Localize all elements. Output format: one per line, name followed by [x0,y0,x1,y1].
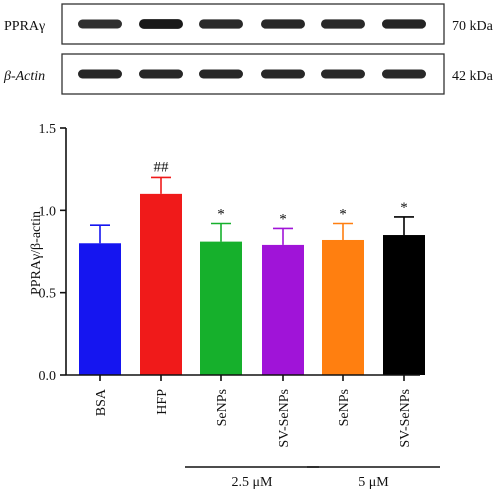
x-tick-label: SV-SeNPs [277,389,292,448]
blot-band [139,19,183,29]
group-label: 2.5 μM [232,475,274,490]
y-axis-ticks: 0.0 0.5 1.0 1.5 [39,122,66,384]
y-tick-label: 0.0 [39,369,57,384]
blot-panel-actin [61,53,445,95]
blot-band [139,69,183,79]
bar-chart: PPRAγ/β-actin 0.0 0.5 1.0 1.5 ## * * * * BSA HFP… [29,122,440,490]
blot-band [261,69,305,79]
blot-band [199,69,243,79]
actin-bands [78,69,426,79]
blot-band [382,69,426,79]
significance-mark: * [217,207,225,223]
blot-band [78,69,122,79]
bar [79,243,121,375]
x-axis-tick-labels: BSA HFP SeNPs SV-SeNPs SeNPs SV-SeNPs [94,375,413,448]
blot-band [382,19,426,29]
y-tick-label: 0.5 [39,287,57,302]
blot-band [78,19,122,29]
significance-marks: ## * * * * [154,159,408,227]
x-tick-label: SeNPs [215,389,230,426]
bar [140,193,182,375]
significance-mark: * [400,200,408,216]
bar [262,244,304,375]
ppar-bands [78,19,426,29]
blot-panel-ppar [61,3,445,45]
blot-band [321,69,365,79]
concentration-groups: 2.5 μM 5 μM [185,466,440,490]
x-tick-label: SeNPs [337,389,352,426]
bars [79,193,425,375]
y-tick-label: 1.5 [39,122,57,137]
blot-band [321,19,365,29]
blot-band [199,19,243,29]
bar [383,235,425,375]
y-axis-label: PPRAγ/β-actin [29,211,44,295]
y-tick-label: 1.0 [39,204,57,219]
western-blot: PPRAγ 70 kDa β-Actin 42 kDa [3,3,494,95]
blot-size-ppar: 70 kDa [452,19,494,34]
blot-size-actin: 42 kDa [452,69,494,84]
blot-label-ppar: PPRAγ [4,19,45,34]
group-label: 5 μM [358,475,389,490]
x-tick-label: SV-SeNPs [398,389,413,448]
significance-mark: * [279,211,287,227]
error-bars [90,176,414,245]
significance-mark: * [339,207,347,223]
significance-mark: ## [154,159,170,175]
blot-band [261,19,305,29]
bar [200,241,242,375]
bar [322,239,364,375]
x-tick-label: BSA [94,388,109,416]
blot-label-actin: β-Actin [3,69,45,84]
x-tick-label: HFP [155,389,170,415]
